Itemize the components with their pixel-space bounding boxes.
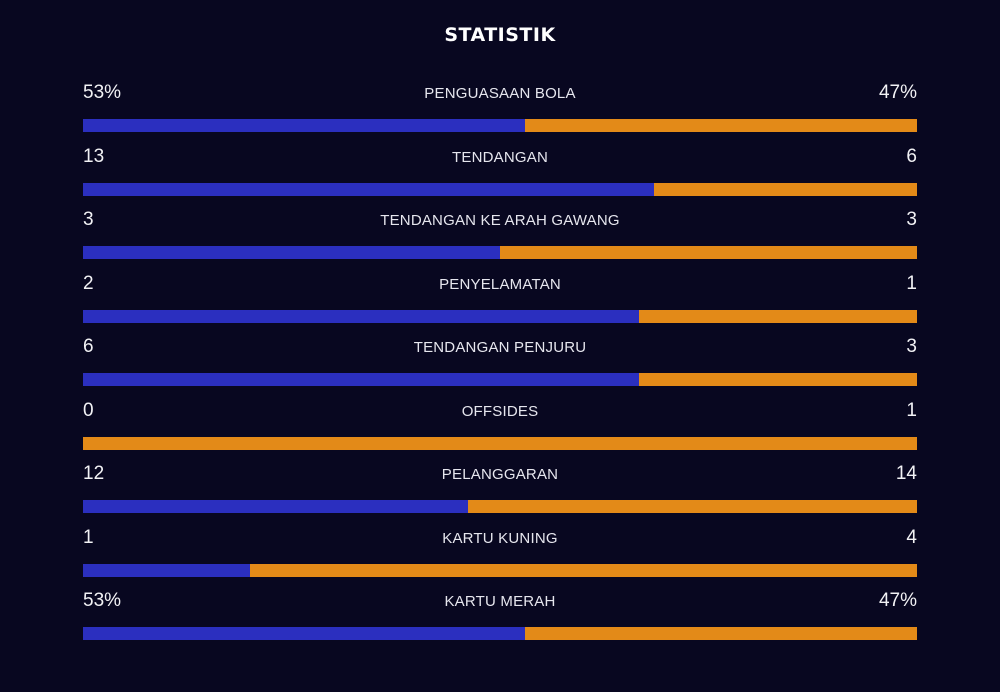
away-value: 47%	[878, 590, 917, 611]
away-bar-segment	[525, 627, 917, 640]
stat-bar	[83, 436, 917, 450]
home-value: 3	[83, 209, 94, 230]
home-bar-segment	[83, 500, 468, 513]
home-value: 12	[83, 463, 105, 484]
home-bar-segment	[83, 373, 639, 386]
home-bar-segment	[83, 182, 654, 196]
stat-row: 2 PENYELAMATAN 1	[83, 271, 917, 335]
stat-row: 1 KARTU KUNING 4	[83, 525, 917, 589]
away-value: 6	[906, 145, 917, 167]
stat-label: PELANGGARAN	[441, 466, 559, 483]
away-bar-segment	[653, 182, 917, 196]
stat-bar	[83, 309, 917, 323]
stat-label: KARTU MERAH	[444, 593, 556, 610]
away-bar-segment	[638, 373, 917, 386]
home-value: 1	[83, 526, 94, 548]
stat-bar	[83, 373, 917, 386]
stat-label: PENGUASAAN BOLA	[424, 85, 576, 102]
away-value: 47%	[878, 82, 917, 103]
stat-row: 13 TENDANGAN 6	[83, 144, 917, 208]
stat-row: 6 TENDANGAN PENJURU 3	[83, 334, 917, 398]
stat-bar	[83, 182, 917, 196]
away-value: 14	[895, 463, 917, 484]
stat-label: TENDANGAN KE ARAH GAWANG	[380, 212, 620, 229]
stats-list: 53% PENGUASAAN BOLA 47% 13 TENDANGAN 6 3 TENDAN…	[83, 80, 917, 652]
stat-label: TENDANGAN PENJURU	[413, 339, 587, 356]
away-value: 4	[906, 526, 917, 548]
stat-label: TENDANGAN	[452, 148, 548, 166]
stat-row: 53% PENGUASAAN BOLA 47%	[83, 80, 917, 144]
home-bar-segment	[83, 563, 250, 577]
stat-label: KARTU KUNING	[442, 529, 558, 547]
home-value: 2	[83, 272, 94, 294]
away-value: 3	[906, 209, 917, 230]
home-value: 53%	[83, 82, 122, 103]
stat-bar	[83, 119, 917, 132]
away-bar-segment	[467, 500, 917, 513]
stat-row: 3 TENDANGAN KE ARAH GAWANG 3	[83, 207, 917, 271]
away-value: 3	[906, 336, 917, 357]
home-value: 6	[83, 336, 94, 357]
stat-row: 53% KARTU MERAH 47%	[83, 588, 917, 652]
home-value: 53%	[83, 590, 122, 611]
home-bar-segment	[83, 119, 526, 132]
stat-bar	[83, 563, 917, 577]
stat-row: 0 OFFSIDES 1	[83, 398, 917, 462]
home-value: 13	[83, 145, 105, 167]
away-bar-segment	[500, 246, 917, 259]
page-title: STATISTIK	[444, 24, 556, 46]
home-bar-segment	[83, 246, 500, 259]
away-value: 1	[906, 399, 917, 421]
stat-bar	[83, 627, 917, 640]
away-bar-segment	[525, 119, 917, 132]
away-value: 1	[906, 272, 917, 294]
stat-label: OFFSIDES	[461, 402, 539, 420]
stat-bar	[83, 500, 917, 513]
home-value: 0	[83, 399, 94, 421]
stat-bar	[83, 246, 917, 259]
home-bar-segment	[83, 627, 526, 640]
away-bar-segment	[83, 436, 917, 450]
stat-row: 12 PELANGGARAN 14	[83, 461, 917, 525]
away-bar-segment	[249, 563, 917, 577]
stat-label: PENYELAMATAN	[439, 275, 561, 293]
home-bar-segment	[83, 309, 639, 323]
away-bar-segment	[638, 309, 917, 323]
